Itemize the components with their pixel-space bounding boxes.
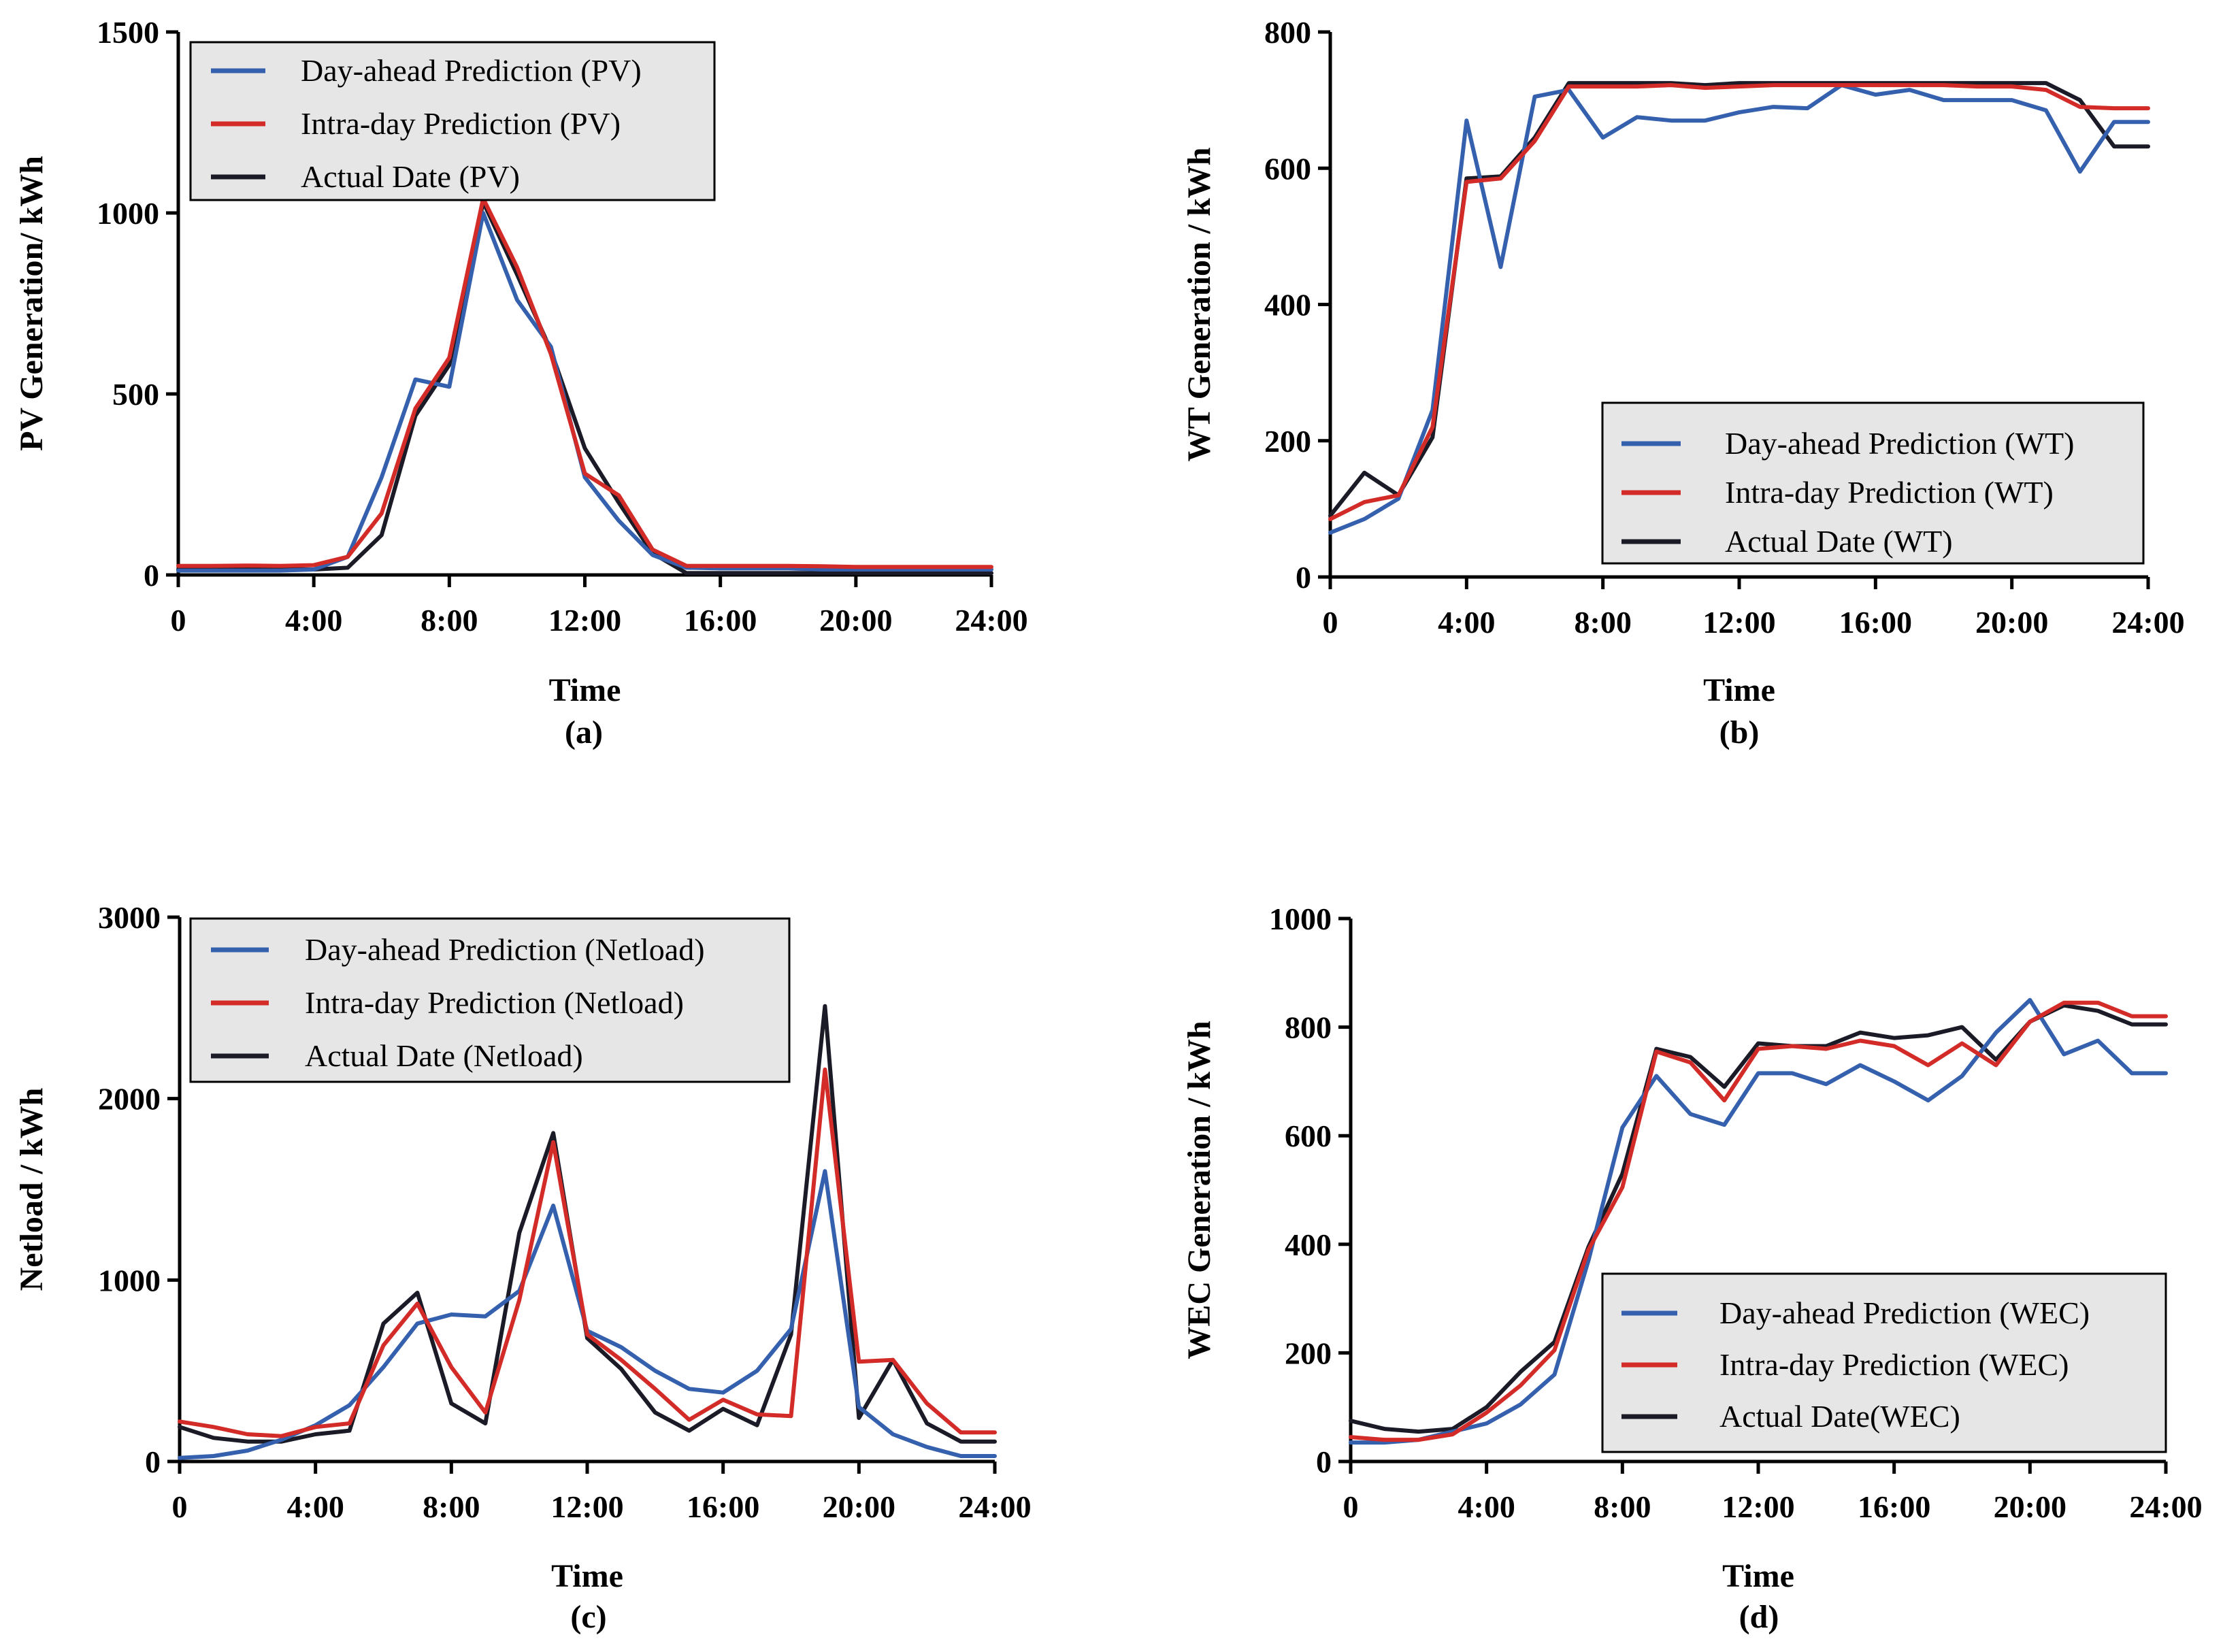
x-axis-label: Time	[549, 672, 621, 708]
y-tick-label: 0	[145, 1444, 161, 1479]
x-tick-label: 0	[171, 603, 186, 638]
x-tick-label: 20:00	[819, 603, 892, 638]
y-tick-label: 1000	[98, 1263, 161, 1298]
y-tick-label: 3000	[98, 900, 161, 935]
panel-a: 0 500 1000 1500 0 4:00 8:00 12:00 16:00 20:00 24:0…	[14, 15, 1028, 750]
legend-label: Actual Date (PV)	[301, 159, 520, 194]
legend-label: Intra-day Prediction (WEC)	[1719, 1347, 2069, 1382]
panel-d: 0 200 400 600 800 1000 0 4:00 8:00 12:00 16:00 20:0…	[1181, 902, 2203, 1635]
series-line-day-ahead	[178, 1169, 997, 1460]
x-tick-label: 4:00	[285, 603, 342, 638]
y-tick-label: 400	[1264, 288, 1311, 323]
x-tick-label: 20:00	[1994, 1489, 2066, 1524]
x-tick-label: 4:00	[1458, 1489, 1515, 1524]
x-tick-label: 20:00	[823, 1489, 895, 1524]
x-axis-label: Time	[551, 1558, 623, 1594]
series-line-intra-day	[1349, 1000, 2168, 1442]
x-tick-label: 12:00	[1722, 1489, 1794, 1524]
panel-b: 0 200 400 600 800 0 4:00 8:00 12:00 16:00 20:00 24:…	[1181, 15, 2185, 750]
legend-label: Actual Date (Netload)	[305, 1038, 583, 1073]
x-tick-label: 12:00	[548, 603, 621, 638]
x-tick-label: 16:00	[687, 1489, 759, 1524]
legend-label: Intra-day Prediction (Netload)	[305, 985, 684, 1020]
panel-c: 0 1000 2000 3000 0 4:00 8:00 12:00 16:00 20:00 24:…	[14, 900, 1032, 1635]
x-tick-label: 8:00	[1575, 605, 1632, 640]
y-tick-label: 600	[1285, 1119, 1332, 1153]
series-line-intra-day	[176, 196, 993, 569]
y-axis-label: PV Generation/ kWh	[14, 156, 50, 451]
y-tick-label: 0	[144, 558, 159, 593]
x-tick-label: 0	[172, 1489, 188, 1524]
x-tick-label: 8:00	[421, 603, 478, 638]
y-tick-label: 500	[112, 377, 159, 412]
y-axis-label: WT Generation / kWh	[1181, 148, 1217, 462]
series-line-intra-day	[178, 1068, 997, 1438]
x-tick-label: 24:00	[958, 1489, 1031, 1524]
legend: Day-ahead Prediction (WT) Intra-day Predi…	[1601, 401, 2145, 565]
x-tick-label: 24:00	[2111, 605, 2184, 640]
x-tick-label: 12:00	[1702, 605, 1775, 640]
legend-box	[189, 917, 791, 1083]
series-line-intra-day	[1328, 83, 2150, 521]
x-axis-label: Time	[1703, 672, 1775, 708]
x-tick-label: 16:00	[684, 603, 757, 638]
legend-label: Actual Date (WT)	[1725, 524, 1953, 559]
y-tick-label: 1000	[97, 196, 159, 231]
panel-caption: (a)	[565, 714, 603, 750]
y-tick-label: 200	[1264, 424, 1311, 459]
series-line-day-ahead	[176, 211, 993, 573]
series-line-actual	[178, 1004, 997, 1444]
series-line-actual	[176, 200, 993, 576]
legend: Day-ahead Prediction (PV) Intra-day Predi…	[189, 41, 716, 201]
y-tick-label: 600	[1264, 151, 1311, 186]
y-tick-label: 0	[1316, 1444, 1332, 1479]
legend-label: Day-ahead Prediction (Netload)	[305, 932, 705, 967]
x-tick-label: 8:00	[423, 1489, 480, 1524]
legend-label: Day-ahead Prediction (WEC)	[1719, 1295, 2090, 1330]
legend-label: Actual Date(WEC)	[1719, 1399, 1960, 1434]
legend-box	[189, 41, 716, 201]
x-tick-label: 16:00	[1858, 1489, 1930, 1524]
y-axis-label: Netload / kWh	[14, 1088, 50, 1291]
legend-box	[1601, 1272, 2167, 1453]
x-tick-label: 4:00	[287, 1489, 344, 1524]
x-tick-label: 0	[1323, 605, 1338, 640]
x-tick-label: 24:00	[955, 603, 1027, 638]
series-line-day-ahead	[1349, 997, 2168, 1445]
x-tick-label: 16:00	[1839, 605, 1912, 640]
y-tick-label: 0	[1296, 560, 1311, 595]
y-tick-label: 400	[1285, 1227, 1332, 1262]
y-tick-label: 800	[1264, 15, 1311, 50]
x-tick-label: 0	[1343, 1489, 1359, 1524]
series-line-day-ahead	[1328, 83, 2150, 535]
panel-caption: (d)	[1739, 1599, 1779, 1635]
legend-label: Day-ahead Prediction (PV)	[301, 53, 642, 88]
y-tick-label: 1000	[1269, 902, 1332, 936]
series-line-actual	[1328, 81, 2150, 518]
x-tick-label: 4:00	[1438, 605, 1495, 640]
x-tick-label: 20:00	[1975, 605, 2048, 640]
legend-label: Day-ahead Prediction (WT)	[1725, 426, 2074, 461]
legend-box	[1601, 401, 2145, 565]
panel-caption: (c)	[570, 1599, 606, 1635]
y-tick-label: 800	[1285, 1010, 1332, 1045]
legend: Day-ahead Prediction (Netload) Intra-day …	[189, 917, 791, 1083]
legend-label: Intra-day Prediction (WT)	[1725, 475, 2054, 510]
legend-label: Intra-day Prediction (PV)	[301, 106, 621, 141]
x-tick-label: 24:00	[2129, 1489, 2202, 1524]
y-tick-label: 200	[1285, 1336, 1332, 1370]
x-tick-label: 12:00	[550, 1489, 623, 1524]
x-axis-label: Time	[1722, 1558, 1794, 1594]
legend: Day-ahead Prediction (WEC) Intra-day Pred…	[1601, 1272, 2167, 1453]
x-tick-label: 8:00	[1594, 1489, 1651, 1524]
y-tick-label: 1500	[97, 15, 159, 50]
y-axis-label: WEC Generation / kWh	[1181, 1021, 1217, 1359]
y-tick-label: 2000	[98, 1082, 161, 1117]
panel-caption: (b)	[1719, 714, 1760, 750]
